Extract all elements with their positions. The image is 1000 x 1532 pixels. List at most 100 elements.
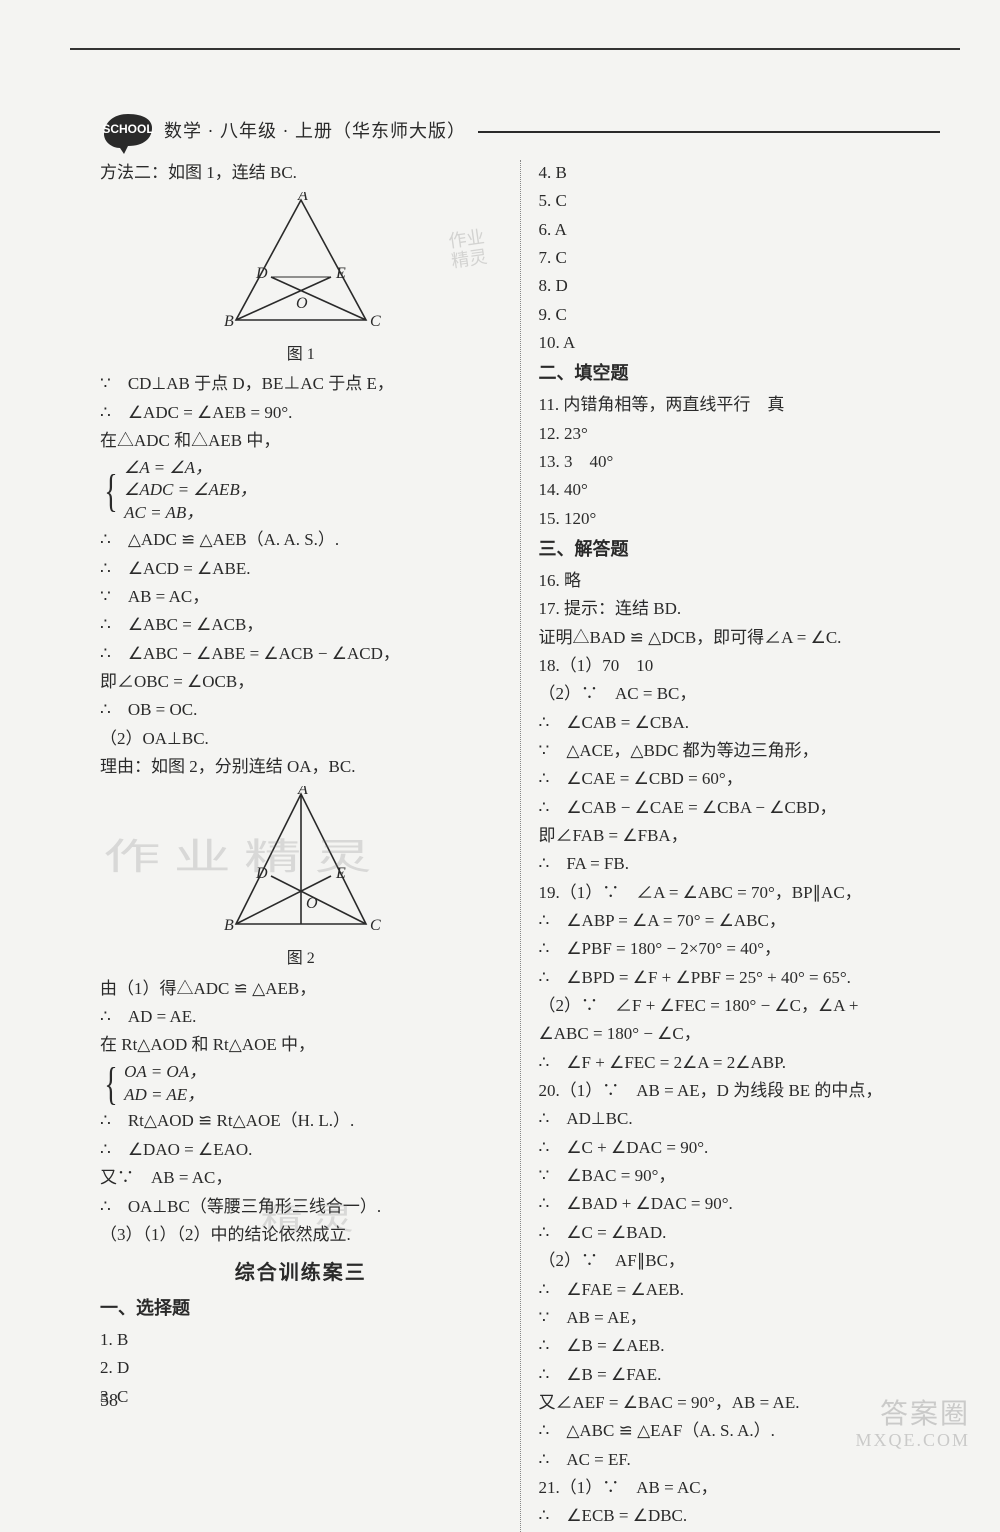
watermark-line: MXQE.COM [855, 1431, 970, 1451]
text-line: 17. 提示：连结 BD. [539, 596, 941, 622]
text-line: ∴ ∠F + ∠FEC = 2∠A = 2∠ABP. [539, 1050, 941, 1076]
svg-text:A: A [297, 786, 308, 798]
svg-text:B: B [224, 917, 234, 934]
text-line: 21.（1）∵ AB = AC， [539, 1475, 941, 1501]
text-line: ∴ Rt△AOD ≌ Rt△AOE（H. L.）. [100, 1108, 502, 1134]
svg-text:O: O [296, 295, 308, 312]
text-line: 即∠OBC = ∠OCB， [100, 669, 502, 695]
corner-watermark: 答案圈 MXQE.COM [855, 1400, 970, 1451]
text-line: ∵ ∠BAC = 90°， [539, 1163, 941, 1189]
list-item: 10. A [539, 330, 941, 356]
figure-2: A B C D E O [100, 786, 502, 944]
svg-text:D: D [255, 265, 268, 282]
figure-caption: 图 2 [100, 947, 502, 972]
list-item: 7. C [539, 245, 941, 271]
school-badge-icon: SCHOOL [100, 108, 156, 156]
text-line: ∴ ∠BAD + ∠DAC = 90°. [539, 1191, 941, 1217]
book-title: 数学 · 八年级 · 上册（华东师大版） [164, 118, 466, 146]
content-columns: 方法二：如图 1，连结 BC. A B C D E O 图 1 [100, 160, 940, 1532]
text-line: ∴ AD = AE. [100, 1004, 502, 1030]
svg-text:SCHOOL: SCHOOL [102, 122, 153, 136]
text-line: ∴ ∠DAO = ∠EAO. [100, 1137, 502, 1163]
svg-text:B: B [224, 313, 234, 330]
list-item: 6. A [539, 217, 941, 243]
subsection-title: 二、填空题 [539, 360, 941, 388]
text-line: 16. 略 [539, 568, 941, 594]
text-line: AC = AB， [124, 502, 257, 525]
left-column: 方法二：如图 1，连结 BC. A B C D E O 图 1 [100, 160, 520, 1532]
text-line: ∴ ∠PBF = 180° − 2×70° = 40°， [539, 936, 941, 962]
list-item: 14. 40° [539, 477, 941, 503]
text-line: ∠ADC = ∠AEB， [124, 479, 257, 502]
text-line: ∵ CD⊥AB 于点 D，BE⊥AC 于点 E， [100, 371, 502, 397]
text-line: 由（1）得△ADC ≌ △AEB， [100, 976, 502, 1002]
figure-caption: 图 1 [100, 343, 502, 368]
svg-text:O: O [306, 895, 318, 912]
subsection-title: 一、选择题 [100, 1295, 502, 1323]
list-item: 8. D [539, 273, 941, 299]
text-line: ∴ ∠CAB − ∠CAE = ∠CBA − ∠CBD， [539, 795, 941, 821]
svg-text:E: E [335, 265, 346, 282]
text-line: ∴ ∠FAE = ∠AEB. [539, 1277, 941, 1303]
list-item: 11. 内错角相等，两直线平行 真 [539, 392, 941, 418]
figure-1: A B C D E O [100, 192, 502, 340]
text-line: ∴ ∠B = ∠AEB. [539, 1333, 941, 1359]
list-item: 4. B [539, 160, 941, 186]
watermark-line: 答案圈 [855, 1400, 970, 1431]
text-line: ∠ABC = 180° − ∠C， [539, 1021, 941, 1047]
text-line: ∴ OA⊥BC（等腰三角形三线合一）. [100, 1194, 502, 1220]
text-line: （2）∵ ∠F + ∠FEC = 180° − ∠C，∠A + [539, 993, 941, 1019]
text-line: ∴ ∠ABP = ∠A = 70° = ∠ABC， [539, 908, 941, 934]
text-line: ∴ ∠CAE = ∠CBD = 60°， [539, 766, 941, 792]
text-line: ∴ ∠B = ∠FAE. [539, 1362, 941, 1388]
text-line: 20.（1）∵ AB = AE，D 为线段 BE 的中点， [539, 1078, 941, 1104]
text-line: ∴ OB = OC. [100, 697, 502, 723]
svg-text:A: A [297, 192, 308, 204]
list-item: 5. C [539, 188, 941, 214]
text-line: ∴ ∠CAB = ∠CBA. [539, 710, 941, 736]
text-line: 19.（1）∵ ∠A = ∠ABC = 70°，BP∥AC， [539, 880, 941, 906]
text-line: （3）（1）（2）中的结论依然成立. [100, 1222, 502, 1248]
brace-block: { OA = OA， AD = AE， [100, 1061, 502, 1107]
subsection-title: 三、解答题 [539, 536, 941, 564]
header-rule [478, 131, 940, 133]
text-line: 在△ADC 和△AEB 中， [100, 428, 502, 454]
text-line: ∴ ∠C = ∠BAD. [539, 1220, 941, 1246]
list-item: 15. 120° [539, 506, 941, 532]
list-item: 1. B [100, 1327, 502, 1353]
text-line: ∴ ∠ECB = ∠DBC. [539, 1503, 941, 1529]
brace-icon: { [104, 470, 117, 511]
text-line: ∴ ∠C + ∠DAC = 90°. [539, 1135, 941, 1161]
text-line: （2）∵ AC = BC， [539, 681, 941, 707]
text-line: 又∵ AB = AC， [100, 1165, 502, 1191]
text-line: ∴ FA = FB. [539, 851, 941, 877]
svg-text:D: D [255, 865, 268, 882]
svg-text:E: E [335, 865, 346, 882]
text-line: 在 Rt△AOD 和 Rt△AOE 中， [100, 1032, 502, 1058]
page-header: SCHOOL 数学 · 八年级 · 上册（华东师大版） [100, 108, 940, 156]
text-line: ∴ △ADC ≌ △AEB（A. A. S.）. [100, 527, 502, 553]
right-column: 4. B 5. C 6. A 7. C 8. D 9. C 10. A 二、填空… [520, 160, 941, 1532]
list-item: 2. D [100, 1355, 502, 1381]
list-item: 13. 3 40° [539, 449, 941, 475]
text-line: 理由：如图 2，分别连结 OA，BC. [100, 754, 502, 780]
text-line: ∵ AB = AC， [100, 584, 502, 610]
page-number: 58 [100, 1387, 118, 1415]
svg-text:C: C [370, 917, 381, 934]
svg-text:C: C [370, 313, 381, 330]
text-line: ∠A = ∠A， [124, 457, 257, 480]
text-line: ∵ △ACE，△BDC 都为等边三角形， [539, 738, 941, 764]
text-line: ∴ AD⊥BC. [539, 1106, 941, 1132]
text-line: 方法二：如图 1，连结 BC. [100, 160, 502, 186]
text-line: ∴ ∠BPD = ∠F + ∠PBF = 25° + 40° = 65°. [539, 965, 941, 991]
stamp: 作业 精灵 [447, 228, 488, 272]
list-item: 9. C [539, 302, 941, 328]
brace-icon: { [104, 1063, 117, 1104]
text-line: 证明△BAD ≌ △DCB，即可得∠A = ∠C. [539, 625, 941, 651]
brace-block: { ∠A = ∠A， ∠ADC = ∠AEB， AC = AB， [100, 457, 502, 526]
list-item: 12. 23° [539, 421, 941, 447]
text-line: ∵ AB = AE， [539, 1305, 941, 1331]
text-line: ∴ ∠ACD = ∠ABE. [100, 556, 502, 582]
list-item: 3. C [100, 1384, 502, 1410]
text-line: ∴ ∠ABC − ∠ABE = ∠ACB − ∠ACD， [100, 641, 502, 667]
